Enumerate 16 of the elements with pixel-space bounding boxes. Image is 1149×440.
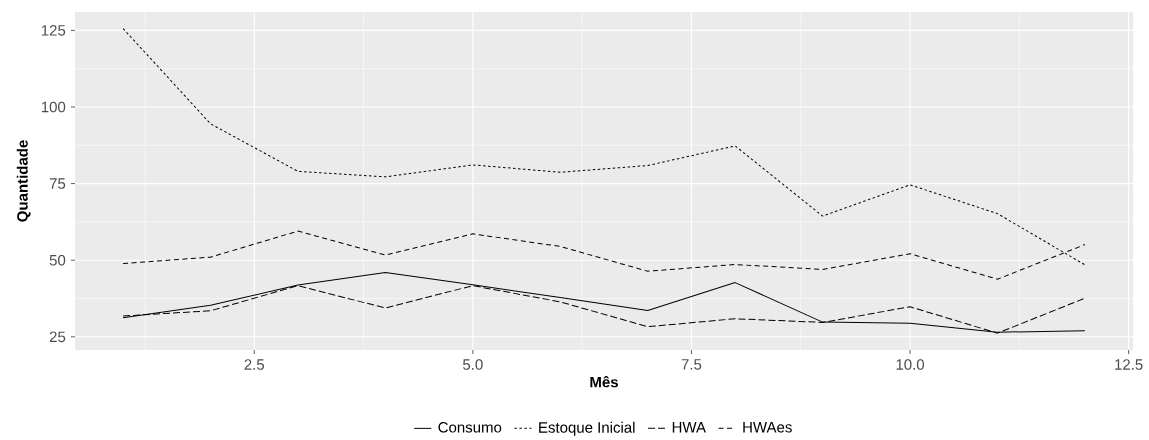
x-tick-label: 7.5 [681,359,702,370]
x-axis-title: Mês [590,376,618,388]
y-tick-label: 125 [41,25,66,36]
y-tick-label: 50 [49,254,66,266]
y-axis-title: Quantidade [16,140,31,222]
legend-label: HWA [672,422,706,433]
legend-label: Consumo [438,422,502,433]
legend-label: HWAes [743,422,792,433]
legend-label: Estoque Inicial [539,421,635,436]
x-tick-label: 12.5 [1115,359,1143,370]
y-tick-label: 75 [49,178,66,189]
x-tick-label: 10.0 [896,359,925,370]
y-tick-label: 100 [41,101,66,113]
x-tick-label: 5.0 [463,359,483,370]
x-tick-label: 2.5 [244,359,265,370]
y-tick-label: 25 [49,331,66,343]
